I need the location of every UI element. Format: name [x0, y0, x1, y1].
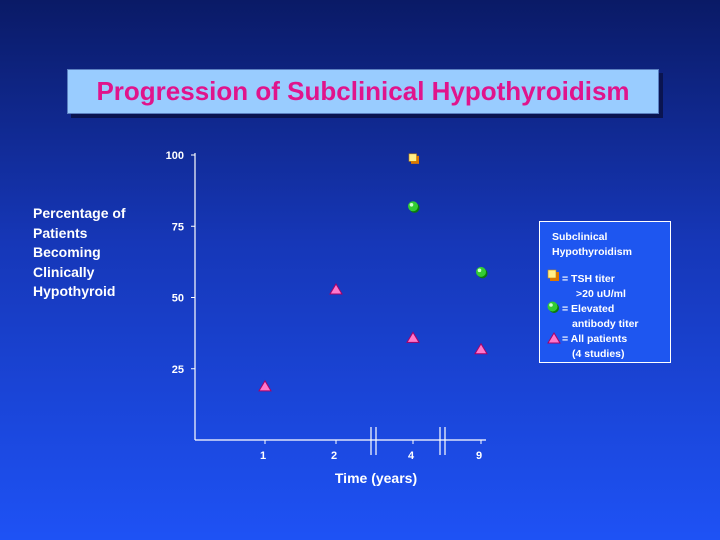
- x-tick-label: 9: [476, 450, 482, 462]
- legend: Subclinical Hypothyroidism = TSH titer >…: [539, 221, 671, 363]
- y-axis-label-line: Hypothyroid: [33, 283, 116, 299]
- x-axis-label: Time (years): [335, 470, 417, 486]
- y-axis-label-line: Becoming: [33, 244, 101, 260]
- circle-marker-icon: [547, 301, 559, 313]
- legend-item-label: >20 uU/ml: [576, 288, 626, 300]
- chart-title: Progression of Subclinical Hypothyroidis…: [96, 76, 630, 106]
- y-axis-label-line: Percentage of: [33, 205, 126, 221]
- y-tick-label: 75: [172, 221, 184, 233]
- y-tick-label: 25: [172, 364, 184, 376]
- triangle-marker-icon: [547, 332, 561, 344]
- y-tick-label: 100: [166, 150, 184, 162]
- y-axis-label-line: Patients: [33, 224, 88, 241]
- x-tick-label: 2: [331, 450, 337, 462]
- y-axis-label-line: Clinically: [33, 263, 95, 280]
- legend-heading-line: Subclinical: [552, 231, 608, 243]
- legend-item-label: antibody titer: [572, 318, 639, 330]
- y-axis-label: Percentage of Patients Becoming Clinical…: [33, 204, 153, 302]
- legend-item-label: = All patients: [562, 333, 628, 345]
- legend-heading-line: Hypothyroidism: [552, 246, 632, 258]
- legend-item-label: = Elevated: [562, 303, 615, 315]
- circle-marker-highlight: [409, 203, 414, 207]
- x-tick-label: 4: [408, 450, 415, 462]
- triangle-marker: [474, 342, 488, 355]
- square-marker-icon: [547, 269, 559, 281]
- triangle-marker: [329, 282, 343, 295]
- square-marker: [408, 153, 417, 162]
- title-box: Progression of Subclinical Hypothyroidis…: [67, 69, 659, 114]
- triangle-marker: [258, 379, 272, 392]
- legend-item-label: (4 studies): [572, 348, 625, 360]
- circle-marker: [476, 266, 486, 277]
- y-tick-label: 50: [172, 293, 184, 305]
- triangle-marker: [406, 331, 420, 343]
- legend-item-label: = TSH titer: [562, 273, 615, 285]
- circle-marker-highlight: [477, 268, 482, 273]
- x-tick-label: 1: [260, 450, 266, 462]
- circle-marker: [408, 201, 418, 212]
